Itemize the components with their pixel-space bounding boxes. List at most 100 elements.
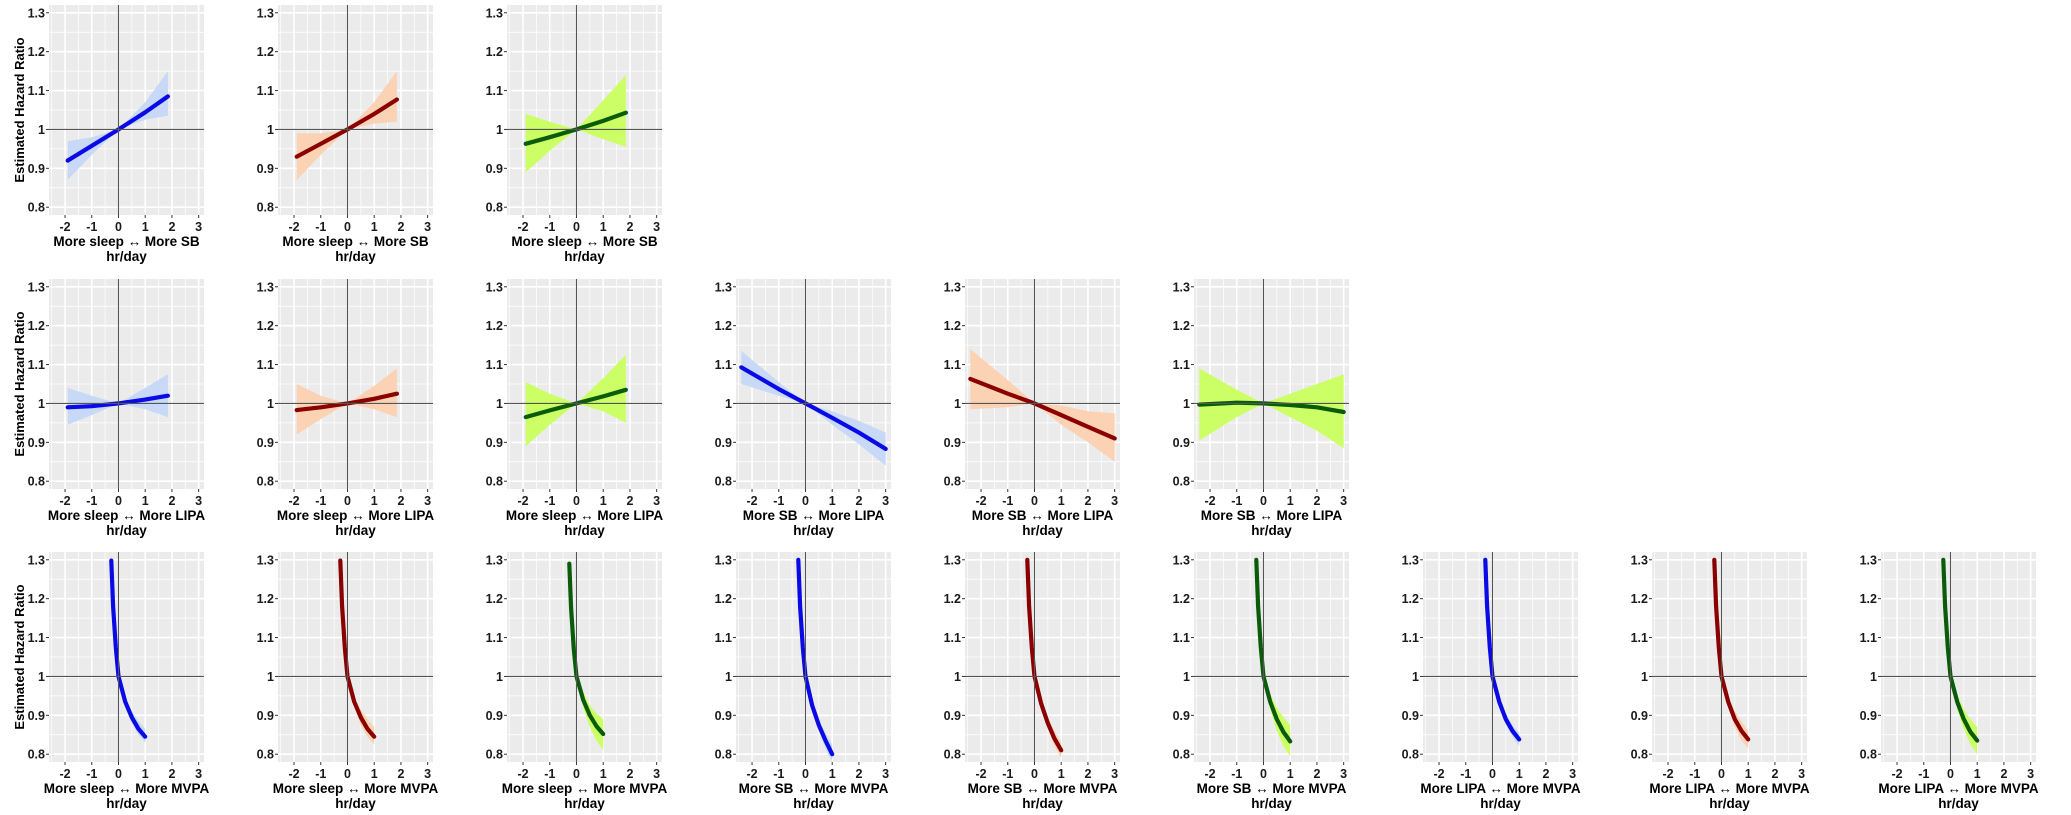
x-tick-label: -1 [86, 494, 97, 508]
x-tick-label: 0 [573, 494, 580, 508]
y-tick-label: 0.9 [257, 436, 274, 450]
x-tick-label: 0 [344, 767, 351, 781]
y-tick-label: 0.8 [486, 748, 503, 762]
x-tick-label: 3 [424, 767, 431, 781]
x-tick-label: 0 [1947, 767, 1954, 781]
y-tick-label: 1.2 [1402, 592, 1419, 606]
y-tick-label: 1 [267, 123, 274, 137]
y-tick-label: 1 [267, 397, 274, 411]
x-axis-unit: hr/day [1480, 796, 1521, 811]
x-tick-label: 2 [626, 220, 633, 234]
y-tick-label: 0.9 [257, 162, 274, 176]
x-tick-label: 1 [600, 220, 607, 234]
x-axis-title: More SB ↔ More MVPA [968, 781, 1118, 796]
x-tick-label: -1 [315, 767, 326, 781]
y-tick-label: 0.8 [715, 475, 732, 489]
x-tick-label: 3 [1340, 767, 1347, 781]
confidence-band [1199, 368, 1344, 449]
y-tick-label: 1.3 [1860, 553, 1877, 567]
x-tick-label: 3 [1798, 767, 1805, 781]
x-tick-label: -2 [288, 767, 299, 781]
x-tick-label: -2 [59, 494, 70, 508]
x-tick-label: -2 [1891, 767, 1902, 781]
y-tick-label: 1.2 [28, 592, 45, 606]
y-tick-label: 1.3 [257, 6, 274, 20]
estimate-line [1483, 557, 1522, 742]
y-tick-label: 0.8 [28, 201, 45, 215]
x-axis-title: More sleep ↔ More LIPA [506, 508, 664, 523]
y-tick-label: 0.8 [1173, 748, 1190, 762]
y-tick-label: 1.3 [1173, 280, 1190, 294]
y-tick-label: 1.3 [257, 280, 274, 294]
y-tick-label: 1.1 [486, 358, 503, 372]
x-tick-label: -2 [288, 494, 299, 508]
y-tick-label: 1.2 [486, 45, 503, 59]
y-tick-label: 0.9 [486, 709, 503, 723]
x-tick-label: -1 [1918, 767, 1929, 781]
y-tick-label: 0.8 [486, 475, 503, 489]
estimate-line [338, 558, 377, 739]
x-tick-label: 2 [1313, 767, 1320, 781]
y-tick-label: 1.2 [486, 592, 503, 606]
y-tick-label: 1.3 [944, 553, 961, 567]
y-tick-label: 1.1 [28, 631, 45, 645]
y-tick-label: 0.8 [257, 201, 274, 215]
y-tick-label: 1.3 [1173, 553, 1190, 567]
y-tick-label: 1 [1641, 670, 1648, 684]
y-tick-label: 1.2 [257, 592, 274, 606]
x-axis-unit: hr/day [1022, 523, 1063, 538]
x-axis-title: More sleep ↔ More LIPA [48, 508, 206, 523]
y-tick-label: 1.3 [944, 280, 961, 294]
x-tick-label: -1 [1002, 767, 1013, 781]
x-axis-title: More sleep ↔ More SB [282, 234, 429, 249]
estimate-line [1025, 557, 1064, 753]
x-tick-label: 0 [1718, 767, 1725, 781]
x-tick-label: -1 [773, 767, 784, 781]
x-tick-label: 1 [371, 220, 378, 234]
y-tick-label: 0.8 [28, 475, 45, 489]
y-tick-label: 0.9 [1173, 436, 1190, 450]
x-tick-label: -1 [1231, 767, 1242, 781]
y-tick-label: 1.3 [715, 280, 732, 294]
y-tick-label: 0.9 [28, 436, 45, 450]
x-tick-label: 1 [1745, 767, 1752, 781]
x-tick-label: 0 [1260, 494, 1267, 508]
x-axis-unit: hr/day [564, 796, 605, 811]
y-tick-label: 1 [38, 123, 45, 137]
y-tick-label: 1.1 [1173, 631, 1190, 645]
x-tick-label: 2 [855, 767, 862, 781]
estimate-line [1712, 557, 1751, 742]
y-tick-label: 1.3 [1631, 553, 1648, 567]
y-tick-label: 1 [725, 397, 732, 411]
y-tick-label: 1 [496, 670, 503, 684]
x-tick-label: 2 [168, 494, 175, 508]
x-axis-unit: hr/day [793, 796, 834, 811]
x-tick-label: 3 [1111, 767, 1118, 781]
y-tick-label: 1.1 [715, 358, 732, 372]
x-tick-label: -1 [773, 494, 784, 508]
y-tick-label: 0.8 [715, 748, 732, 762]
x-tick-label: -2 [746, 767, 757, 781]
y-tick-label: 1.3 [486, 6, 503, 20]
y-tick-label: 1.2 [944, 592, 961, 606]
x-axis-title: More sleep ↔ More SB [511, 234, 658, 249]
x-tick-label: 0 [802, 494, 809, 508]
y-tick-label: 1.1 [715, 631, 732, 645]
x-axis-title: More LIPA ↔ More MVPA [1649, 781, 1810, 796]
y-tick-label: 0.9 [28, 709, 45, 723]
y-tick-label: 0.9 [28, 162, 45, 176]
y-tick-label: 1 [267, 670, 274, 684]
x-tick-label: 0 [573, 220, 580, 234]
x-tick-label: -2 [1204, 767, 1215, 781]
x-tick-label: 0 [1489, 767, 1496, 781]
y-tick-label: 1 [496, 123, 503, 137]
x-tick-label: 3 [1569, 767, 1576, 781]
y-tick-label: 1 [954, 670, 961, 684]
y-tick-label: 0.9 [715, 436, 732, 450]
y-tick-label: 1.1 [1173, 358, 1190, 372]
confidence-band [67, 71, 168, 180]
